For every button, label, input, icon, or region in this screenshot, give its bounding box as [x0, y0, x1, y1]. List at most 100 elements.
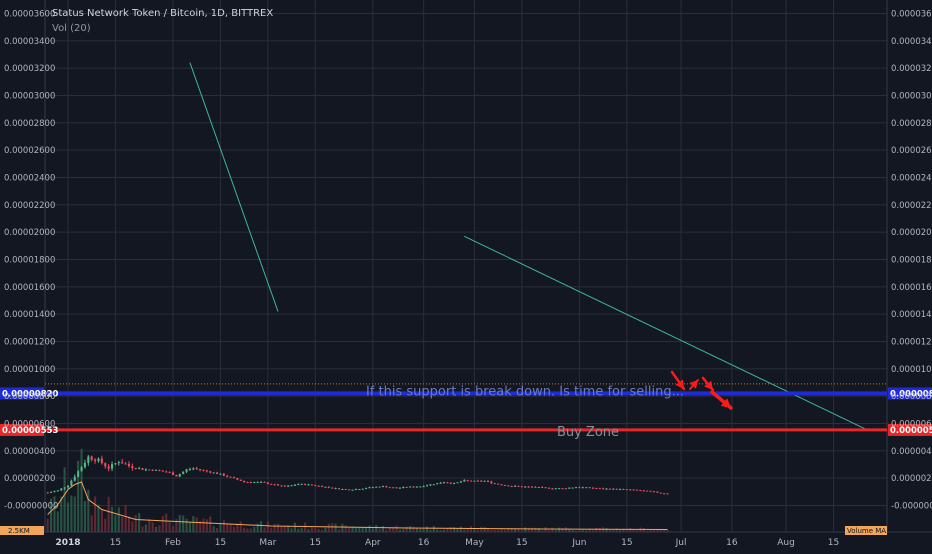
candle-body [503, 484, 506, 486]
volume-bar [246, 528, 249, 532]
volume-bar [215, 527, 219, 532]
candlestick [470, 480, 473, 482]
right-price-axis[interactable]: 0.00003600 0.00003400 0.00003200 0.00003000… [845, 10, 932, 536]
candlestick [175, 474, 178, 477]
volume-bar [541, 530, 544, 532]
candlestick [195, 466, 198, 470]
left-axis-tick-label: 0.00001800 [4, 256, 55, 266]
right-axis-tick-label: 0.00003400 [891, 37, 932, 47]
volume-bar [273, 523, 276, 532]
candlestick [320, 485, 324, 488]
candle-body [459, 481, 462, 483]
right-axis-tick-label: 0.00002200 [891, 201, 932, 211]
price-tag-box [0, 423, 44, 436]
volume-bar [260, 521, 263, 532]
time-axis-tick-label: Aug [777, 538, 795, 548]
volume-bar [53, 496, 56, 532]
volume-bar [317, 529, 320, 532]
volume-bar [517, 528, 520, 532]
volume-bar [280, 526, 283, 532]
volume-bar [568, 529, 571, 532]
candle-body [155, 469, 158, 471]
candle-body [199, 469, 202, 471]
candlestick [324, 486, 327, 488]
volume-bar [222, 520, 225, 532]
candle-body [205, 470, 208, 472]
volume-bar [158, 525, 161, 532]
candle-body [80, 467, 83, 472]
candle-body [334, 488, 337, 490]
candle-body [148, 469, 151, 471]
volume-bar [287, 525, 290, 532]
candle-body [463, 480, 466, 482]
candlestick [432, 484, 435, 486]
trendline [464, 235, 868, 431]
volume-bar [60, 496, 63, 532]
candle-body [77, 471, 80, 477]
left-axis-tick-label: 0.00003600 [4, 10, 55, 20]
volume-bar [463, 529, 466, 532]
candlestick [575, 486, 578, 489]
candle-body [622, 489, 625, 491]
time-axis-tick-label: 15 [516, 538, 527, 548]
candlestick [541, 486, 544, 488]
volume-indicator-label[interactable]: Vol (20) [52, 23, 91, 34]
volume-bar [107, 496, 110, 532]
candlestick [415, 486, 418, 488]
candle-body [141, 468, 144, 470]
right-axis-tick-label: 0.00001200 [891, 338, 932, 348]
candle-body [564, 488, 567, 490]
candlestick [507, 485, 510, 487]
candle-body [100, 458, 103, 464]
volume-bar [337, 529, 341, 532]
volume-bar [168, 522, 171, 532]
candle-body [50, 491, 53, 493]
candle-body [94, 459, 97, 462]
candlestick [222, 472, 225, 477]
candle-body [537, 486, 540, 488]
candle-body [378, 486, 381, 488]
candlestick [449, 482, 452, 485]
candle-body [388, 487, 391, 489]
price-tag-label: 0.00000820 [890, 389, 932, 399]
candle-body [598, 488, 601, 490]
volume-tag: 2.5KM [0, 526, 44, 535]
candlestick [378, 486, 381, 488]
volume-bar [155, 526, 158, 532]
volume-bar [188, 522, 191, 532]
candlestick [656, 491, 659, 493]
symbol-title[interactable]: Status Network Token / Bitcoin, 1D, BITT… [52, 8, 274, 19]
candlestick [300, 483, 303, 485]
candlestick [263, 481, 266, 483]
left-axis-tick-label: 0.00002800 [4, 119, 55, 129]
volume-bar [199, 521, 202, 532]
time-axis[interactable]: 2018 15 Feb 15 Mar 15 Apr 16 May 15 Jun 15 Jul 16 Aug 1… [55, 538, 839, 548]
volume-bar [304, 522, 307, 532]
candlestick [331, 487, 334, 489]
candlestick [280, 485, 283, 487]
left-axis-tick-label: 0.00002000 [4, 228, 55, 238]
candlestick [151, 469, 154, 472]
candle-body [422, 486, 425, 488]
candlestick [134, 467, 137, 470]
candlestick [385, 485, 388, 488]
candlestick [649, 490, 652, 492]
candle-body [514, 485, 517, 487]
candle-body [500, 484, 503, 486]
candle-body [260, 481, 263, 483]
volume-bar [436, 529, 439, 532]
candle-body [442, 482, 446, 484]
candlestick [273, 483, 276, 486]
time-axis-tick-label: 15 [621, 538, 632, 548]
left-price-axis[interactable]: 0.00003600 0.00003400 0.00003200 0.00003000… [0, 10, 58, 536]
candle-body [87, 456, 90, 463]
volume-bar [534, 527, 537, 532]
candle-body [568, 487, 571, 489]
volume-bar [615, 528, 618, 532]
volume-bar [124, 504, 127, 532]
left-axis-tick-label: 0.00003000 [4, 92, 55, 102]
volume-bar [402, 528, 405, 532]
time-axis-tick-label: Jun [571, 538, 586, 548]
